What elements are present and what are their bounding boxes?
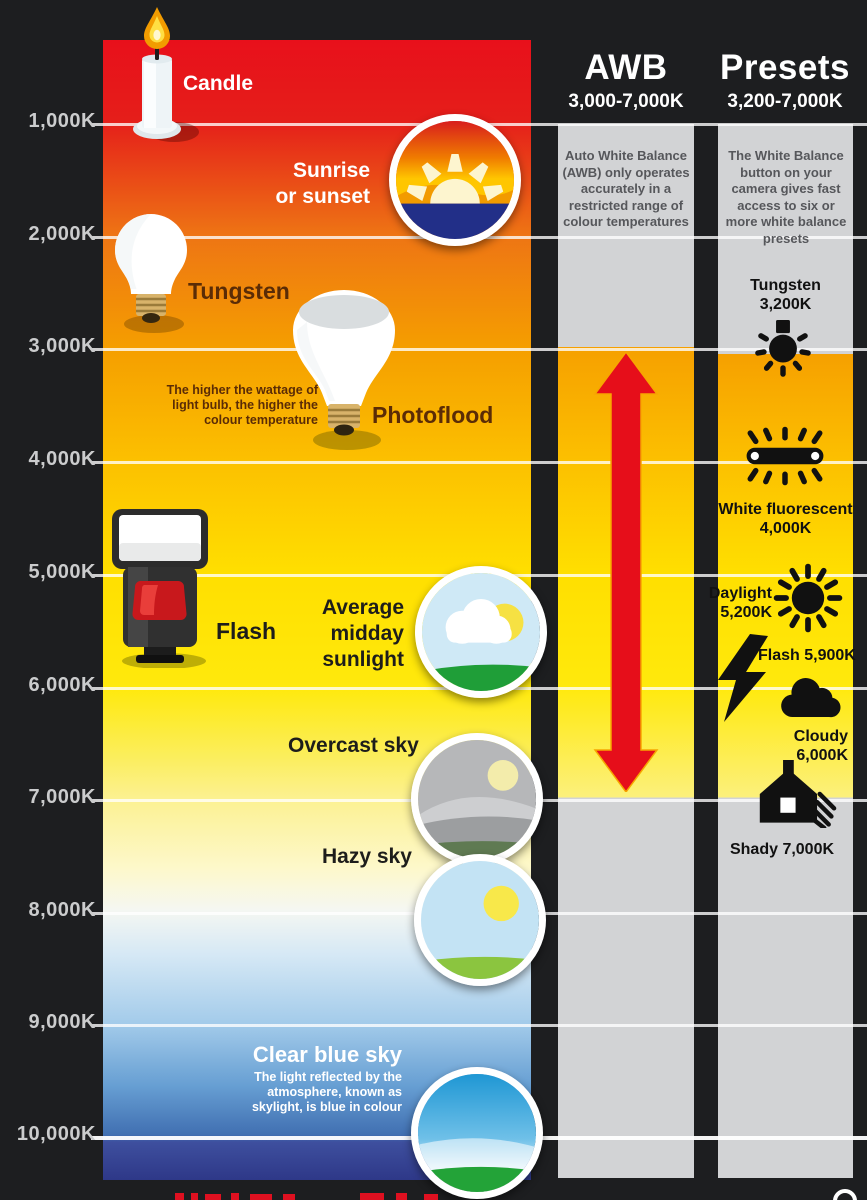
preset-daylight-k: 5,200K <box>720 604 772 621</box>
preset-fluorescent: White fluorescent 4,000K <box>718 500 853 538</box>
gridline-3000k <box>91 348 867 351</box>
preset-tungsten-k: 3,200K <box>759 296 812 313</box>
bottom-right-cutoff-mark <box>833 1189 857 1200</box>
awb-range: 3,000-7,000K <box>568 91 684 112</box>
candle-label: Candle <box>183 72 254 95</box>
preset-shady-k: 7,000K <box>782 841 835 858</box>
overcast-sky-label: Overcast sky <box>288 734 419 757</box>
photoflood-bulb-icon <box>293 290 395 450</box>
preset-shady-house-icon <box>759 760 837 828</box>
scale-label-4000k: 4,000K <box>28 448 96 470</box>
hazy-sky-icon <box>414 854 546 986</box>
scale-label-9000k: 9,000K <box>28 1011 96 1033</box>
preset-cloudy: Cloudy 6,000K <box>752 727 848 765</box>
preset-flash-bolt-icon <box>718 634 768 722</box>
awb-title: AWB <box>584 48 668 87</box>
sunrise-label: Sunrise or sunset <box>275 159 370 208</box>
midday-sunlight-label: Average midday sunlight <box>321 596 404 671</box>
clear-blue-sky-icon <box>411 1067 543 1199</box>
preset-flash-label: Flash <box>758 647 800 664</box>
scale-label-5000k: 5,000K <box>28 561 96 583</box>
preset-fluorescent-k: 4,000K <box>759 520 812 537</box>
tungsten-label: Tungsten <box>188 278 290 304</box>
flash-label: Flash <box>216 618 277 644</box>
awb-range-arrow <box>593 352 659 792</box>
preset-shady-label: Shady <box>729 841 778 858</box>
hazy-sky-label: Hazy sky <box>322 845 412 868</box>
preset-flash: Flash 5,900K <box>758 646 864 665</box>
tungsten-bulb-icon <box>115 214 187 333</box>
preset-flash-k: 5,900K <box>804 647 856 664</box>
clear-blue-sky-label: Clear blue sky <box>252 1042 402 1067</box>
preset-cloudy-k: 6,000K <box>796 747 848 764</box>
candle-icon <box>133 7 199 142</box>
scale-label-6000k: 6,000K <box>28 674 96 696</box>
scale-label-1000k: 1,000K <box>28 110 96 132</box>
gridline-4000k <box>91 461 867 464</box>
preset-cloudy-icon <box>781 678 841 718</box>
midday-sunlight-icon <box>415 566 547 698</box>
awb-description: Auto White Balance (AWB) only operates a… <box>562 148 690 229</box>
flash-unit-icon <box>112 509 208 668</box>
presets-description: The White Balance button on your camera … <box>725 148 847 246</box>
preset-tungsten-bulb-icon <box>755 320 811 377</box>
clear-blue-sky-note: The light reflected by the atmosphere, k… <box>251 1070 402 1114</box>
preset-fluorescent-label: White fluorescent <box>718 501 853 518</box>
scale-label-10000k: 10,000K <box>16 1123 96 1145</box>
preset-cloudy-label: Cloudy <box>793 728 848 745</box>
sunrise-icon <box>389 114 521 246</box>
preset-daylight-label: Daylight <box>708 585 772 602</box>
overcast-sky-icon <box>411 733 543 865</box>
preset-tungsten: Tungsten 3,200K <box>718 276 853 314</box>
wattage-note: The higher the wattage of light bulb, th… <box>166 383 318 427</box>
preset-tungsten-label: Tungsten <box>750 277 821 294</box>
preset-daylight-sun-icon <box>773 563 843 633</box>
preset-daylight: Daylight 5,200K <box>704 584 772 622</box>
photoflood-label: Photoflood <box>372 402 494 428</box>
scale-label-2000k: 2,000K <box>28 223 96 245</box>
presets-title: Presets <box>720 48 850 87</box>
preset-fluorescent-icon <box>746 426 824 486</box>
preset-shady: Shady 7,000K <box>706 840 858 859</box>
scale-label-8000k: 8,000K <box>28 899 96 921</box>
gridline-9000k <box>91 1024 867 1027</box>
presets-range: 3,200-7,000K <box>727 91 843 112</box>
scale-label-7000k: 7,000K <box>28 786 96 808</box>
scale-label-3000k: 3,000K <box>28 335 96 357</box>
